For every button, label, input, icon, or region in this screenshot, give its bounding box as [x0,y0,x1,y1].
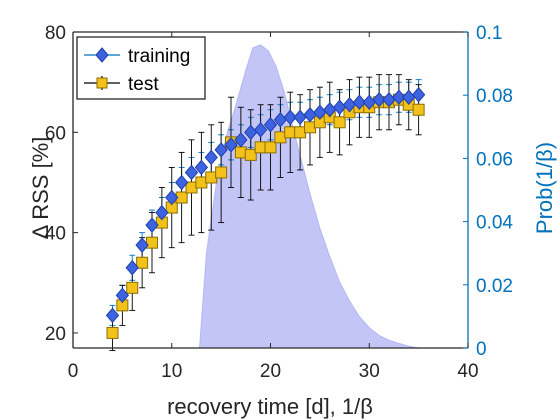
training-marker [263,117,278,133]
legend-entry-training: training [84,46,190,67]
legend-entry-test: test [84,74,159,95]
x-tick-label: 30 [359,361,380,382]
test-marker [185,181,198,194]
y-tick-label-right: 0 [476,339,487,360]
y-tick-label-right: 0.02 [476,276,513,297]
y-tick-label-right: 0.1 [476,23,502,44]
legend-training-marker [95,47,109,63]
y-axis-label-right: Prob(1/β) [532,142,557,234]
test-marker [195,176,208,189]
training-marker [125,259,139,276]
y-tick-label-right: 0.06 [476,149,513,170]
test-marker [304,121,316,134]
x-tick-label: 40 [457,361,478,382]
training-marker [204,149,218,166]
probability-area-layer [198,44,419,349]
x-tick-label: 0 [68,361,79,382]
y-axis-label-left: Δ RSS [%] [28,137,53,240]
training-marker [253,122,268,138]
training-marker [184,164,199,181]
test-marker [274,131,287,144]
probability-area [198,44,419,349]
training-marker [283,109,297,126]
y-tick-label-left: 40 [45,224,66,245]
test-marker [412,103,425,116]
x-tick-label: 20 [260,361,281,382]
test-marker [264,141,277,154]
x-axis-label: recovery time [d], 1/β [167,394,373,419]
training-marker [145,217,159,233]
legend-test-label: test [128,74,159,95]
training-marker [115,287,130,304]
test-marker [136,256,149,269]
y-tick-label-right: 0.04 [476,213,513,234]
training-marker [392,89,406,105]
test-marker [146,236,158,249]
training-marker [194,159,209,176]
test-marker [215,166,228,179]
y-tick-label-right: 0.08 [476,86,513,107]
training-marker [214,142,228,158]
test-marker [106,326,119,339]
y-tick-label-left: 60 [45,123,66,144]
test-marker [254,141,267,154]
legend-box [76,36,206,100]
training-marker [224,137,238,153]
y-tick-label-left: 20 [45,324,66,345]
training-marker [165,189,179,206]
test-marker [234,146,247,159]
test-marker [126,281,139,294]
x-tick-label: 10 [161,361,182,382]
y-tick-label-left: 80 [45,23,66,44]
test-marker [284,126,297,139]
legend: training test [76,36,206,100]
markers-layer [105,86,426,339]
training-marker [352,94,367,110]
training-marker [411,86,426,103]
training-marker [135,237,149,253]
test-marker [205,171,218,184]
legend-test-marker [96,77,108,89]
training-marker [234,132,248,148]
training-marker [105,307,120,324]
test-marker [294,126,307,139]
legend-training-label: training [128,46,190,67]
training-marker [372,91,386,108]
training-marker [155,204,169,221]
test-marker [244,148,257,161]
axes-layer: 0 10 20 30 40 20 40 60 80 0 0.02 0.04 0.06 0.08 0.1 [45,23,514,382]
test-marker [333,116,346,129]
training-marker [174,174,189,191]
